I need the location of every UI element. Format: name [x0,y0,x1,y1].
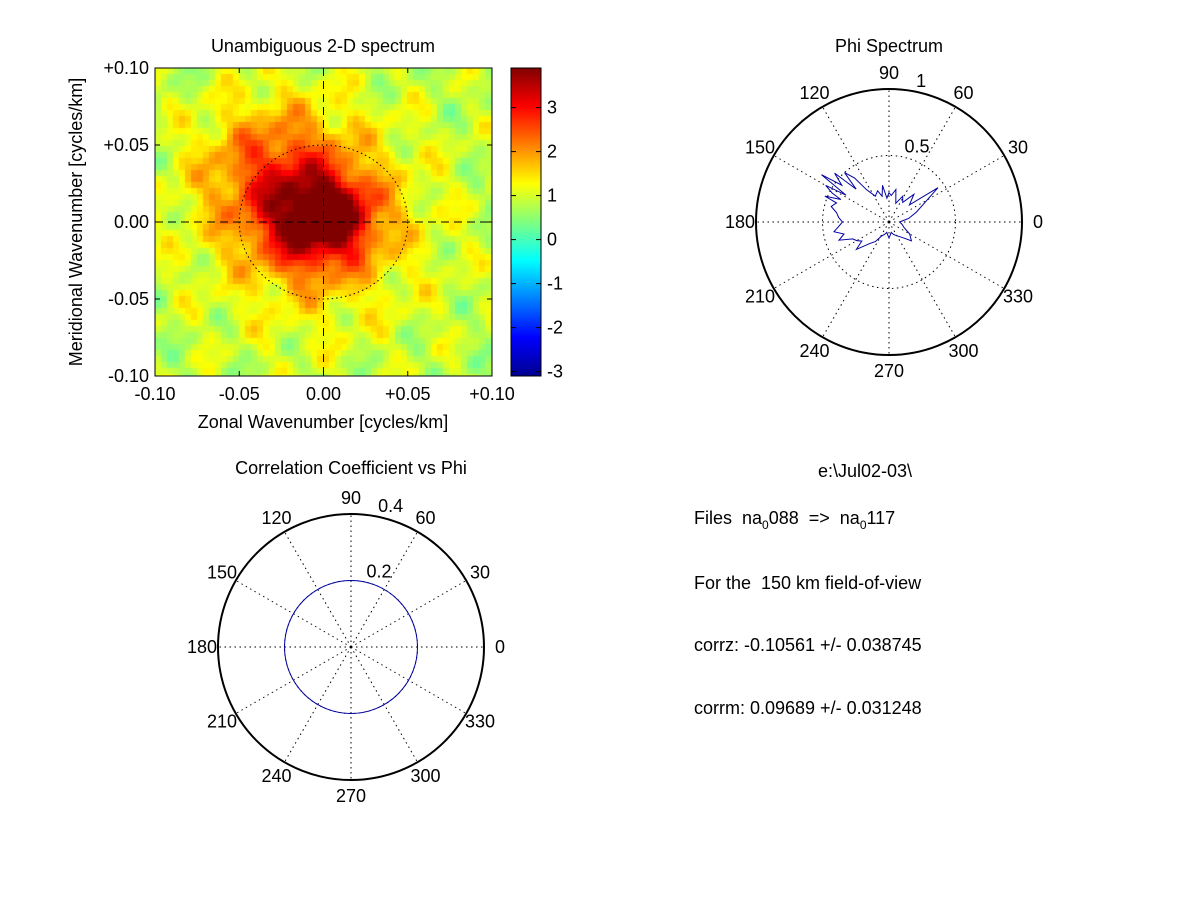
correlation-title: Correlation Coefficient vs Phi [235,458,467,478]
files-prefix: Files na [694,508,763,528]
polar-spoke [822,106,890,223]
polar-spoke [822,221,890,338]
polar-series-trace [284,580,418,714]
polar-angle-label: 120 [261,508,291,528]
heatmap-y-tick-label: 0.00 [114,212,149,232]
polar-angle-label: 180 [725,212,755,232]
field-of-view-text: For the 150 km field-of-view [694,573,922,593]
heatmap-xlabel: Zonal Wavenumber [cycles/km] [198,412,448,432]
corrz-text: corrz: -0.10561 +/- 0.038745 [694,635,922,655]
colorbar-tick-label: 2 [547,142,557,162]
polar-spoke [773,221,890,289]
colorbar-ticks: 3 2 1 0 -1 -2 -3 [511,98,563,382]
colorbar-tick-label: -2 [547,318,563,338]
polar-spoke [773,155,890,223]
files-sub-2: 0 [859,518,867,532]
phi-spectrum-title: Phi Spectrum [835,36,943,56]
polar-spoke [888,106,956,223]
polar-angle-label: 0 [1033,212,1043,232]
polar-ring-label: 0.4 [378,496,403,516]
polar-angle-label: 240 [261,766,291,786]
polar-angle-label: 90 [879,63,899,83]
polar-ring-label: 0.5 [905,137,930,157]
heatmap-overlay [155,68,492,376]
data-path-label: e:\Jul02-03\ [818,461,913,481]
colorbar-tick-label: -1 [547,274,563,294]
phi-spectrum-panel: Phi Spectrum 0.5190603003303002702402101… [725,36,1043,381]
polar-angle-label: 30 [470,563,490,583]
polar-angle-label: 270 [874,361,904,381]
heatmap-y-tick-label: -0.10 [108,366,149,386]
files-sub-1: 0 [762,518,769,532]
files-range: Files na0088 => na0117 [694,508,895,532]
polar-angle-label: 210 [745,287,775,307]
polar-angle-label: 330 [1003,287,1033,307]
heatmap-x-ticks: -0.10 -0.05 0.00 +0.05 +0.10 [134,68,515,404]
polar-angle-label: 120 [799,83,829,103]
heatmap-title: Unambiguous 2-D spectrum [211,36,435,56]
heatmap-panel: Unambiguous 2-D spectrum -0.10 -0.05 0.00 +… [66,36,515,432]
heatmap-ylabel: Meridional Wavenumber [cycles/km] [66,78,86,366]
heatmap-y-tick-label: +0.05 [103,135,149,155]
heatmap-x-tick-label: 0.00 [306,384,341,404]
polar-angle-label: 0 [495,637,505,657]
heatmap-y-tick-label: +0.10 [103,58,149,78]
polar-angle-label: 180 [187,637,217,657]
heatmap-x-tick-label: -0.05 [219,384,260,404]
polar-angle-label: 150 [745,138,775,158]
colorbar-tick-label: 0 [547,230,557,250]
colorbar-tick-label: -3 [547,362,563,382]
heatmap-y-tick-label: -0.05 [108,289,149,309]
polar-ring-label: 0.2 [367,562,392,582]
heatmap-reference-circle [238,144,409,300]
polar-angle-label: 150 [207,563,237,583]
polar-spoke [888,221,956,338]
colorbar-tick-label: 1 [547,186,557,206]
corrm-text: corrm: 0.09689 +/- 0.031248 [694,698,922,718]
polar-angle-label: 210 [207,712,237,732]
heatmap-x-tick-label: -0.10 [134,384,175,404]
heatmap-y-ticks: +0.10 +0.05 0.00 -0.05 -0.10 [103,58,492,386]
heatmap-x-tick-label: +0.05 [385,384,431,404]
polar-angle-label: 240 [799,341,829,361]
polar-angle-label: 60 [415,508,435,528]
polar-angle-label: 60 [953,83,973,103]
polar-angle-label: 330 [465,712,495,732]
files-mid: 088 => na [768,508,860,528]
files-end: 117 [866,508,896,528]
polar-spoke [888,221,1005,289]
polar-angle-label: 30 [1008,138,1028,158]
polar-spoke [888,155,1005,223]
polar-angle-label: 300 [410,766,440,786]
colorbar-gradient [510,67,542,377]
polar-angle-label: 270 [336,786,366,806]
heatmap-x-tick-label: +0.10 [469,384,515,404]
colorbar: 3 2 1 0 -1 -2 -3 [510,67,563,382]
polar-series-trace [821,172,939,251]
correlation-panel: Correlation Coefficient vs Phi 0.2 0.4 90 6… [187,458,505,806]
polar-ring-label: 1 [916,71,926,91]
colorbar-tick-label: 3 [547,98,557,118]
polar-angle-label: 300 [948,341,978,361]
polar-angle-label: 90 [341,488,361,508]
